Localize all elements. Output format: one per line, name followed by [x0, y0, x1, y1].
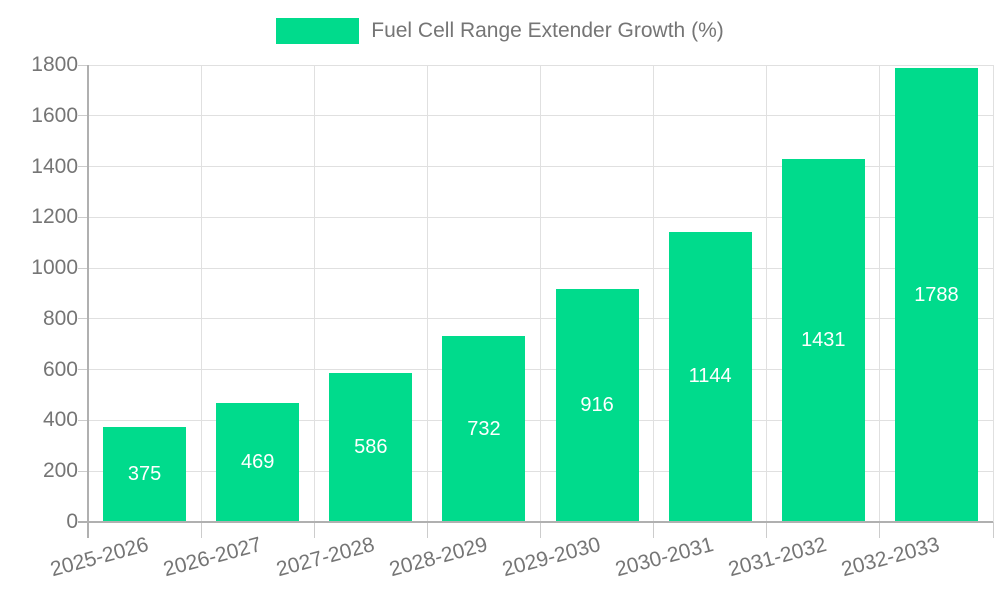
y-axis-line [87, 65, 89, 538]
x-axis-tick [313, 522, 315, 538]
x-gridline [653, 65, 655, 522]
y-axis-tick-label: 1800 [31, 53, 78, 76]
bar-value-label: 1144 [688, 365, 732, 388]
bar[interactable]: 469 [216, 402, 300, 522]
x-axis-tick [879, 522, 881, 538]
x-axis-category-label: 2030-2031 [613, 533, 717, 582]
y-axis-tick [78, 318, 88, 320]
bar-value-label: 469 [241, 450, 275, 473]
y-axis-tick [78, 166, 88, 168]
y-axis-tick-label: 0 [66, 510, 78, 533]
legend-swatch [276, 18, 360, 44]
x-gridline [879, 65, 881, 522]
x-axis-tick [540, 522, 541, 538]
y-axis-tick-label: 600 [42, 357, 78, 381]
x-axis-tick [426, 522, 428, 538]
y-axis-tick [78, 216, 88, 218]
bar-value-label: 586 [354, 436, 388, 459]
y-axis-tick [78, 267, 88, 269]
bar[interactable]: 916 [555, 289, 639, 522]
x-gridline [540, 65, 541, 522]
bar-value-label: 916 [580, 394, 614, 417]
bar[interactable]: 1431 [781, 158, 865, 522]
x-axis-tick [200, 522, 202, 538]
y-axis-tick-label: 1400 [31, 154, 78, 178]
y-axis-tick [78, 64, 88, 66]
x-gridline [313, 65, 315, 522]
y-axis-tick [78, 419, 88, 421]
x-gridline [766, 65, 768, 522]
legend-label: Fuel Cell Range Extender Growth (%) [371, 19, 724, 42]
x-gridline [992, 65, 994, 522]
x-axis-category-label: 2031-2032 [726, 533, 830, 582]
x-axis-category-label: 2028-2029 [386, 533, 490, 582]
x-axis-category-label: 2025-2026 [47, 533, 151, 582]
bar-value-label: 375 [127, 462, 162, 485]
x-axis-tick [653, 522, 655, 538]
x-gridline [426, 65, 428, 522]
y-axis-tick-label: 400 [42, 408, 78, 432]
bar-value-label: 732 [467, 417, 501, 440]
x-axis-tick [766, 522, 768, 538]
y-axis-tick-label: 1000 [31, 256, 78, 280]
x-axis-category-label: 2027-2028 [273, 533, 377, 582]
x-gridline [200, 65, 202, 522]
bar[interactable]: 1144 [668, 231, 752, 522]
bar[interactable]: 586 [329, 373, 413, 522]
x-axis-category-label: 2026-2027 [160, 533, 264, 582]
x-axis-category-label: 2032-2033 [839, 533, 943, 582]
x-axis-category-label: 2029-2030 [500, 533, 604, 582]
bar[interactable]: 732 [442, 336, 526, 522]
y-axis-tick-label: 1600 [31, 103, 78, 127]
x-axis-tick [992, 522, 994, 538]
y-axis-tick [78, 369, 88, 371]
bar-value-label: 1431 [801, 328, 846, 351]
y-axis-tick-label: 1200 [31, 205, 78, 229]
x-axis-line [78, 521, 993, 523]
bar-value-label: 1788 [914, 283, 959, 306]
y-axis-tick-label: 800 [42, 306, 78, 330]
bar[interactable]: 375 [103, 426, 187, 522]
bar[interactable]: 1788 [894, 68, 978, 522]
chart-legend[interactable]: Fuel Cell Range Extender Growth (%) [0, 18, 1000, 44]
y-axis-tick-label: 200 [42, 459, 78, 483]
y-axis-tick [78, 115, 88, 117]
y-axis-tick [78, 470, 88, 472]
